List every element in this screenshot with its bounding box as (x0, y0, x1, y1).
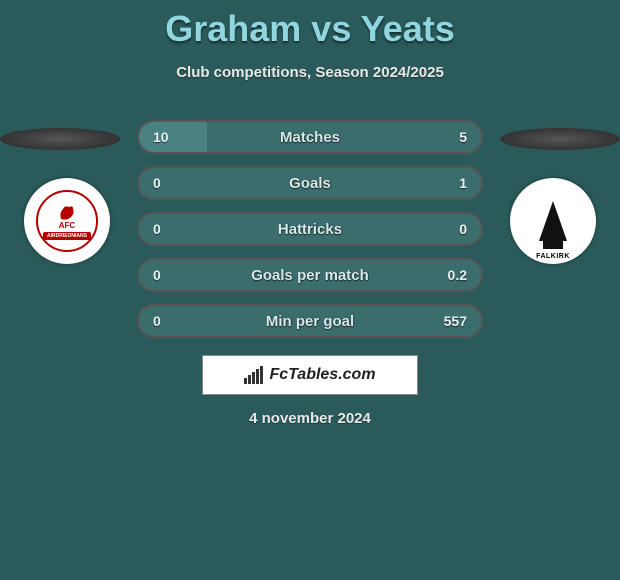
stat-label: Min per goal (139, 313, 481, 330)
stat-row-hattricks: 0 Hattricks 0 (137, 212, 483, 246)
stat-right-value: 1 (459, 175, 467, 191)
stat-row-gpm: 0 Goals per match 0.2 (137, 258, 483, 292)
subtitle: Club competitions, Season 2024/2025 (0, 64, 620, 81)
team-left-crest: AFC AIRDRIEONIANS (36, 190, 98, 252)
team-left-banner: AIRDRIEONIANS (43, 232, 91, 240)
team-right-arc: FALKIRK (536, 253, 570, 260)
platform-left (0, 128, 120, 150)
stat-label: Hattricks (139, 221, 481, 238)
brand-text: FcTables.com (269, 366, 375, 384)
bars-icon (244, 366, 263, 384)
page-title: Graham vs Yeats (0, 0, 620, 50)
team-right-crest (522, 190, 584, 252)
platform-right (500, 128, 620, 150)
brand-box[interactable]: FcTables.com (202, 355, 418, 395)
stat-right-value: 0 (459, 221, 467, 237)
stat-label: Goals per match (139, 267, 481, 284)
team-left-badge: AFC AIRDRIEONIANS (24, 178, 110, 264)
stat-row-goals: 0 Goals 1 (137, 166, 483, 200)
rooster-icon (57, 203, 77, 221)
steeple-icon (539, 201, 567, 241)
team-right-badge: FALKIRK (510, 178, 596, 264)
stat-right-value: 5 (459, 129, 467, 145)
stat-row-mpg: 0 Min per goal 557 (137, 304, 483, 338)
stat-row-matches: 10 Matches 5 (137, 120, 483, 154)
team-left-short: AFC (59, 221, 75, 230)
stat-label: Goals (139, 175, 481, 192)
date-text: 4 november 2024 (0, 410, 620, 427)
stat-label: Matches (139, 129, 481, 146)
stats-container: 10 Matches 5 0 Goals 1 0 Hattricks 0 0 G… (137, 120, 483, 350)
stat-right-value: 557 (444, 313, 467, 329)
stat-right-value: 0.2 (448, 267, 467, 283)
